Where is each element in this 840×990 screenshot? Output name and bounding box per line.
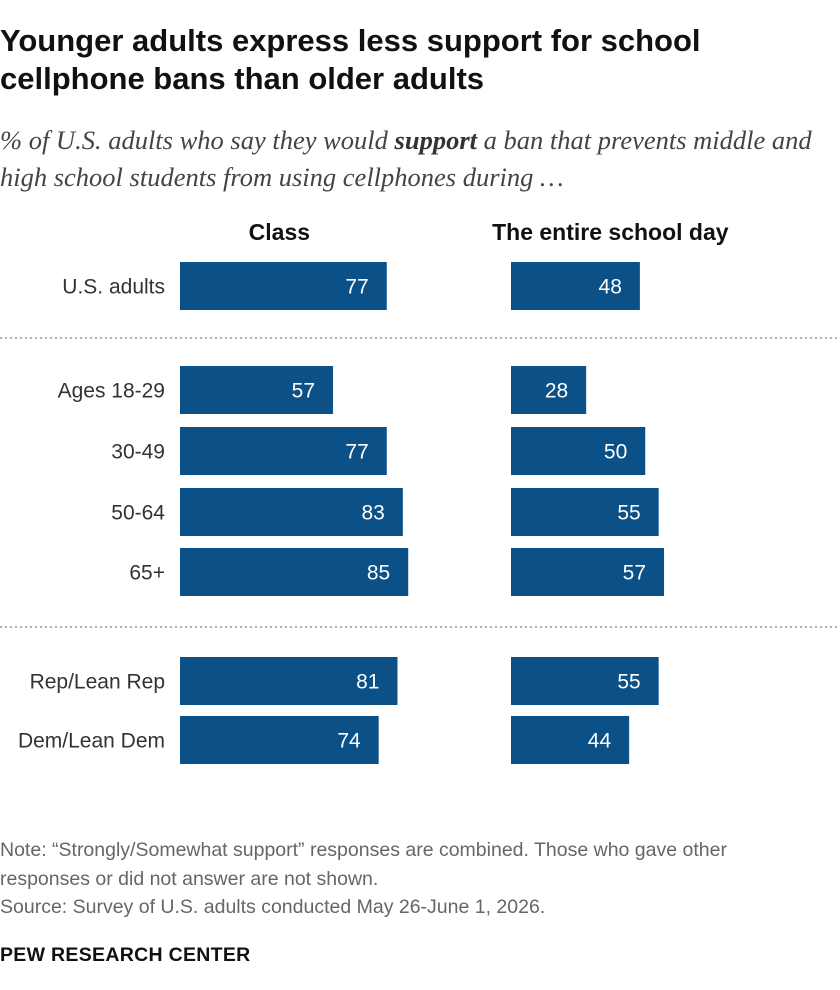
row-label-65: 65+ [129, 562, 165, 585]
row-label-30-49: 30-49 [111, 441, 165, 464]
value-label-entire-day-50-64: 55 [617, 502, 640, 525]
value-label-class-65: 85 [367, 562, 390, 585]
note-text: Note: “Strongly/Somewhat support” respon… [0, 839, 727, 890]
bar-entire-day-u-s-adults [511, 262, 640, 310]
subtitle-text-after: a ban that prevents middle and high scho… [0, 125, 812, 192]
subtitle-text-before: % of U.S. adults who say they would [0, 125, 395, 155]
value-label-class-ages-18-29: 57 [292, 380, 315, 403]
value-label-class-u-s-adults: 77 [345, 276, 368, 299]
bar-entire-day-30-49 [511, 427, 646, 475]
value-label-entire-day-u-s-adults: 48 [599, 276, 622, 299]
value-label-entire-day-ages-18-29: 28 [545, 380, 568, 403]
bar-entire-day-65 [511, 548, 665, 596]
value-label-class-50-64: 83 [361, 502, 384, 525]
value-label-class-rep-lean-rep: 81 [356, 671, 379, 694]
column-header-entire-school-day: The entire school day [492, 219, 729, 245]
bar-class-dem-lean-dem [180, 716, 379, 764]
bar-class-50-64 [180, 488, 403, 536]
bar-class-ages-18-29 [180, 366, 334, 414]
value-label-class-dem-lean-dem: 74 [337, 730, 361, 753]
bar-class-30-49 [180, 427, 387, 475]
bar-chart: Class The entire school day U.S. adults 77 4… [0, 219, 840, 764]
bar-class-u-s-adults [180, 262, 387, 310]
value-label-entire-day-30-49: 50 [604, 441, 627, 464]
row-label-u-s-adults: U.S. adults [62, 276, 165, 299]
source-text: Source: Survey of U.S. adults conducted … [0, 896, 546, 918]
value-label-entire-day-65: 57 [623, 562, 646, 585]
bar-entire-day-rep-lean-rep [511, 657, 659, 705]
chart-subtitle: % of U.S. adults who say they would supp… [0, 122, 840, 196]
bar-entire-day-dem-lean-dem [511, 716, 630, 764]
bar-class-65 [180, 548, 409, 596]
bar-entire-day-50-64 [511, 488, 659, 536]
brand-wordmark: PEW RESEARCH CENTER [0, 944, 251, 966]
row-label-dem-lean-dem: Dem/Lean Dem [18, 730, 165, 753]
bar-entire-day-ages-18-29 [511, 366, 587, 414]
row-label-50-64: 50-64 [111, 502, 165, 525]
value-label-entire-day-rep-lean-rep: 55 [617, 671, 640, 694]
subtitle-emphasis: support [394, 125, 478, 155]
chart-notes: Note: “Strongly/Somewhat support” respon… [0, 836, 820, 922]
value-label-class-30-49: 77 [345, 441, 368, 464]
chart-title: Younger adults express less support for … [0, 23, 701, 96]
bar-class-rep-lean-rep [180, 657, 398, 705]
column-header-class: Class [249, 219, 310, 245]
row-label-ages-18-29: Ages 18-29 [58, 380, 165, 403]
value-label-entire-day-dem-lean-dem: 44 [588, 730, 612, 753]
row-label-rep-lean-rep: Rep/Lean Rep [30, 671, 165, 694]
